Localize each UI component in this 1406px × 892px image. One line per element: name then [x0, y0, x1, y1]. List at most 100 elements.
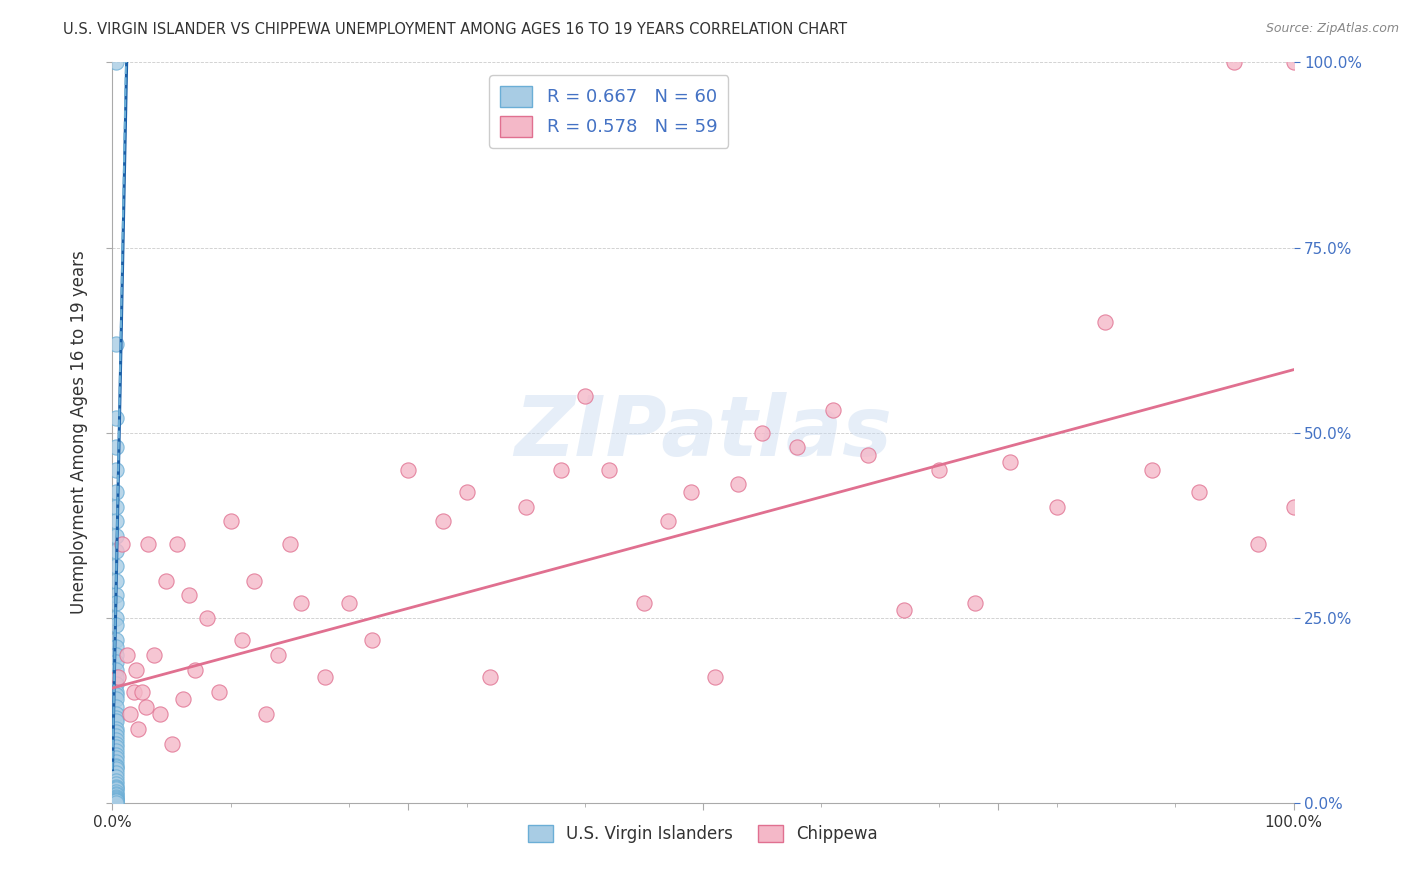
- Point: [105, 780, 128, 794]
- Text: Source: ZipAtlas.com: Source: ZipAtlas.com: [1265, 22, 1399, 36]
- Point: [105, 732, 128, 747]
- Point: [1094, 314, 1116, 328]
- Point: [105, 766, 128, 780]
- Point: [254, 706, 277, 721]
- Point: [131, 685, 153, 699]
- Point: [105, 529, 128, 543]
- Point: [515, 500, 537, 514]
- Point: [105, 574, 128, 588]
- Point: [243, 574, 266, 588]
- Point: [633, 596, 655, 610]
- Point: [267, 648, 290, 662]
- Point: [105, 729, 128, 743]
- Point: [105, 648, 128, 662]
- Point: [821, 403, 844, 417]
- Point: [105, 763, 128, 777]
- Point: [122, 685, 145, 699]
- Point: [681, 484, 703, 499]
- Point: [314, 670, 336, 684]
- Point: [105, 725, 128, 739]
- Point: [149, 706, 172, 721]
- Point: [111, 536, 134, 550]
- Point: [751, 425, 773, 440]
- Point: [127, 722, 149, 736]
- Point: [107, 670, 129, 684]
- Point: [115, 648, 138, 662]
- Point: [1046, 500, 1069, 514]
- Point: [479, 670, 502, 684]
- Point: [550, 462, 572, 476]
- Point: [574, 388, 596, 402]
- Point: [396, 462, 419, 476]
- Point: [105, 796, 128, 810]
- Point: [105, 785, 128, 799]
- Point: [208, 685, 231, 699]
- Point: [195, 610, 218, 624]
- Point: [105, 670, 128, 684]
- Point: [105, 740, 128, 755]
- Point: [179, 589, 201, 603]
- Point: [657, 515, 679, 529]
- Point: [598, 462, 620, 476]
- Point: [166, 536, 188, 550]
- Point: [1188, 484, 1211, 499]
- Point: [105, 770, 128, 784]
- Point: [105, 747, 128, 762]
- Point: [120, 706, 142, 721]
- Point: [105, 789, 128, 804]
- Point: [290, 596, 312, 610]
- Point: [142, 648, 165, 662]
- Point: [105, 780, 128, 795]
- Point: [361, 632, 384, 647]
- Point: [155, 574, 177, 588]
- Point: [105, 589, 128, 603]
- Point: [105, 689, 128, 703]
- Text: ZIPatlas: ZIPatlas: [515, 392, 891, 473]
- Point: [1140, 462, 1163, 476]
- Point: [105, 596, 128, 610]
- Point: [105, 685, 128, 699]
- Point: [105, 484, 128, 499]
- Point: [105, 677, 128, 691]
- Point: [858, 448, 880, 462]
- Point: [928, 462, 950, 476]
- Point: [105, 558, 128, 573]
- Point: [105, 610, 128, 624]
- Point: [105, 544, 128, 558]
- Point: [1247, 536, 1270, 550]
- Point: [105, 663, 128, 677]
- Legend: U.S. Virgin Islanders, Chippewa: U.S. Virgin Islanders, Chippewa: [522, 819, 884, 850]
- Text: U.S. VIRGIN ISLANDER VS CHIPPEWA UNEMPLOYMENT AMONG AGES 16 TO 19 YEARS CORRELAT: U.S. VIRGIN ISLANDER VS CHIPPEWA UNEMPLO…: [63, 22, 848, 37]
- Point: [160, 737, 183, 751]
- Point: [105, 760, 128, 774]
- Point: [105, 500, 128, 514]
- Point: [105, 410, 128, 425]
- Point: [105, 737, 128, 751]
- Point: [105, 692, 128, 706]
- Point: [105, 441, 128, 455]
- Point: [105, 751, 128, 765]
- Point: [136, 536, 159, 550]
- Point: [278, 536, 301, 550]
- Point: [1282, 500, 1305, 514]
- Point: [105, 787, 128, 801]
- Point: [105, 791, 128, 805]
- Point: [337, 596, 360, 610]
- Point: [703, 670, 725, 684]
- Point: [105, 789, 128, 803]
- Point: [105, 336, 128, 351]
- Point: [105, 462, 128, 476]
- Point: [105, 792, 128, 806]
- Point: [231, 632, 253, 647]
- Point: [105, 632, 128, 647]
- Point: [727, 477, 749, 491]
- Point: [172, 692, 194, 706]
- Point: [105, 755, 128, 769]
- Point: [105, 793, 128, 807]
- Point: [105, 714, 128, 729]
- Point: [105, 711, 128, 725]
- Point: [105, 794, 128, 808]
- Point: [1282, 55, 1305, 70]
- Point: [432, 515, 454, 529]
- Point: [125, 663, 148, 677]
